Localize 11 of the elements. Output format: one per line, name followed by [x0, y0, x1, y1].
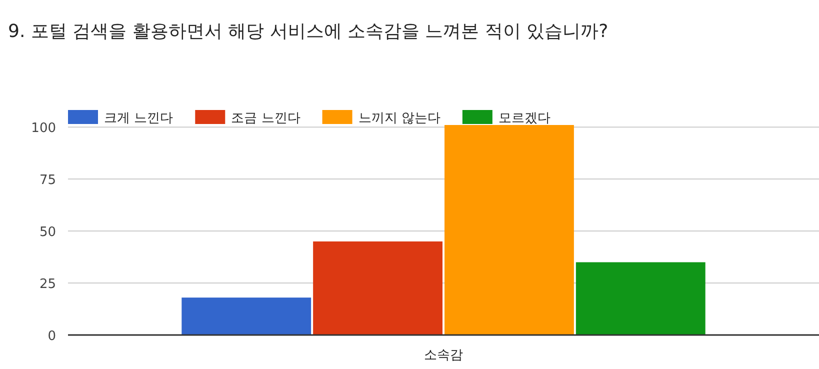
y-tick-label: 0 — [48, 329, 56, 344]
legend-label: 모르겠다 — [498, 111, 550, 126]
y-tick-label: 25 — [39, 277, 56, 292]
y-tick-label: 75 — [39, 173, 56, 188]
legend-label: 크게 느낀다 — [104, 111, 174, 126]
chart-title: 9. 포털 검색을 활용하면서 해당 서비스에 소속감을 느껴본 적이 있습니까? — [8, 21, 608, 42]
legend-label: 조금 느낀다 — [231, 111, 300, 126]
y-tick-label: 100 — [31, 121, 56, 136]
x-tick-label: 소속감 — [424, 348, 463, 363]
legend-label: 느끼지 않는다 — [358, 111, 440, 126]
y-tick-label: 50 — [39, 225, 56, 240]
